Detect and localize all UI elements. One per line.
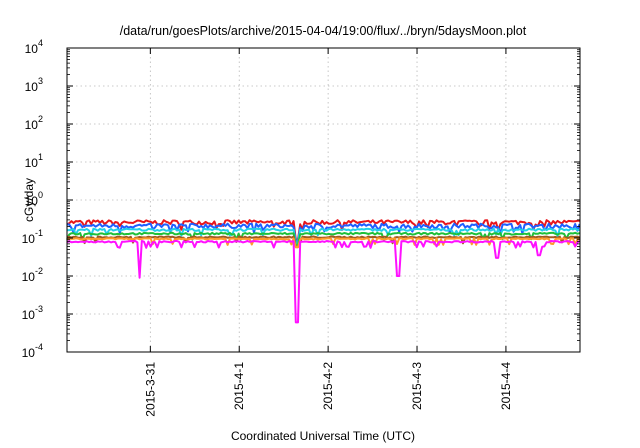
y-tick-label: 102 [25, 114, 43, 132]
y-tick-exponent: -4 [35, 342, 43, 352]
series-line [66, 227, 580, 244]
x-axis-label: Coordinated Universal Time (UTC) [231, 429, 415, 443]
y-tick-exponent: 3 [38, 76, 43, 86]
y-tick-label: 101 [25, 152, 43, 170]
x-tick-label: 2015-4-2 [321, 362, 335, 410]
y-tick-exponent: 1 [38, 152, 43, 162]
x-tick-label: 2015-4-3 [410, 362, 424, 410]
y-tick-exponent: 0 [38, 190, 43, 200]
y-tick-label: 10-2 [22, 266, 43, 284]
x-tick-label: 2015-4-1 [232, 362, 246, 410]
series-line [66, 231, 580, 247]
y-tick-exponent: -1 [35, 228, 43, 238]
y-axis-label: cGy/day [22, 178, 36, 222]
x-tick-label: 2015-4-4 [499, 362, 513, 410]
y-tick-label: 10-1 [22, 228, 43, 246]
y-tick-label: 103 [25, 76, 43, 94]
y-tick-exponent: -2 [35, 266, 43, 276]
series-line [66, 240, 581, 324]
chart-title: /data/run/goesPlots/archive/2015-04-04/1… [120, 24, 527, 38]
ticks: 10-410-310-210-11001011021031042015-3-31… [22, 38, 580, 417]
series-line [67, 235, 580, 249]
series-group [66, 219, 581, 324]
y-tick-label: 10-4 [22, 342, 43, 360]
y-tick-exponent: 4 [38, 38, 43, 48]
y-tick-exponent: 2 [38, 114, 43, 124]
y-tick-exponent: -3 [35, 304, 43, 314]
series-line [66, 219, 580, 241]
y-tick-label: 104 [25, 38, 43, 56]
y-tick-label: 10-3 [22, 304, 43, 322]
x-tick-label: 2015-3-31 [143, 362, 157, 417]
